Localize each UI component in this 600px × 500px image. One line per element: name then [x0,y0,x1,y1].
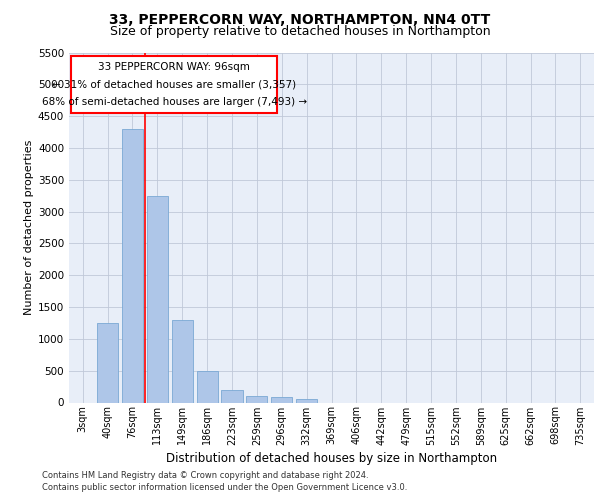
Text: 33, PEPPERCORN WAY, NORTHAMPTON, NN4 0TT: 33, PEPPERCORN WAY, NORTHAMPTON, NN4 0TT [109,12,491,26]
Bar [122,129,143,402]
Bar [221,390,242,402]
Bar [197,370,218,402]
Bar [296,398,317,402]
Text: Contains HM Land Registry data © Crown copyright and database right 2024.: Contains HM Land Registry data © Crown c… [42,472,368,480]
X-axis label: Distribution of detached houses by size in Northampton: Distribution of detached houses by size … [166,452,497,464]
Bar [71,56,277,113]
Text: 33 PEPPERCORN WAY: 96sqm: 33 PEPPERCORN WAY: 96sqm [98,62,250,72]
Bar [147,196,168,402]
Bar [97,323,118,402]
Y-axis label: Number of detached properties: Number of detached properties [24,140,34,315]
Text: Size of property relative to detached houses in Northampton: Size of property relative to detached ho… [110,25,490,38]
Text: ← 31% of detached houses are smaller (3,357): ← 31% of detached houses are smaller (3,… [52,80,296,90]
Bar [246,396,268,402]
Text: Contains public sector information licensed under the Open Government Licence v3: Contains public sector information licen… [42,484,407,492]
Bar [271,398,292,402]
Text: 68% of semi-detached houses are larger (7,493) →: 68% of semi-detached houses are larger (… [41,96,307,106]
Bar [172,320,193,402]
